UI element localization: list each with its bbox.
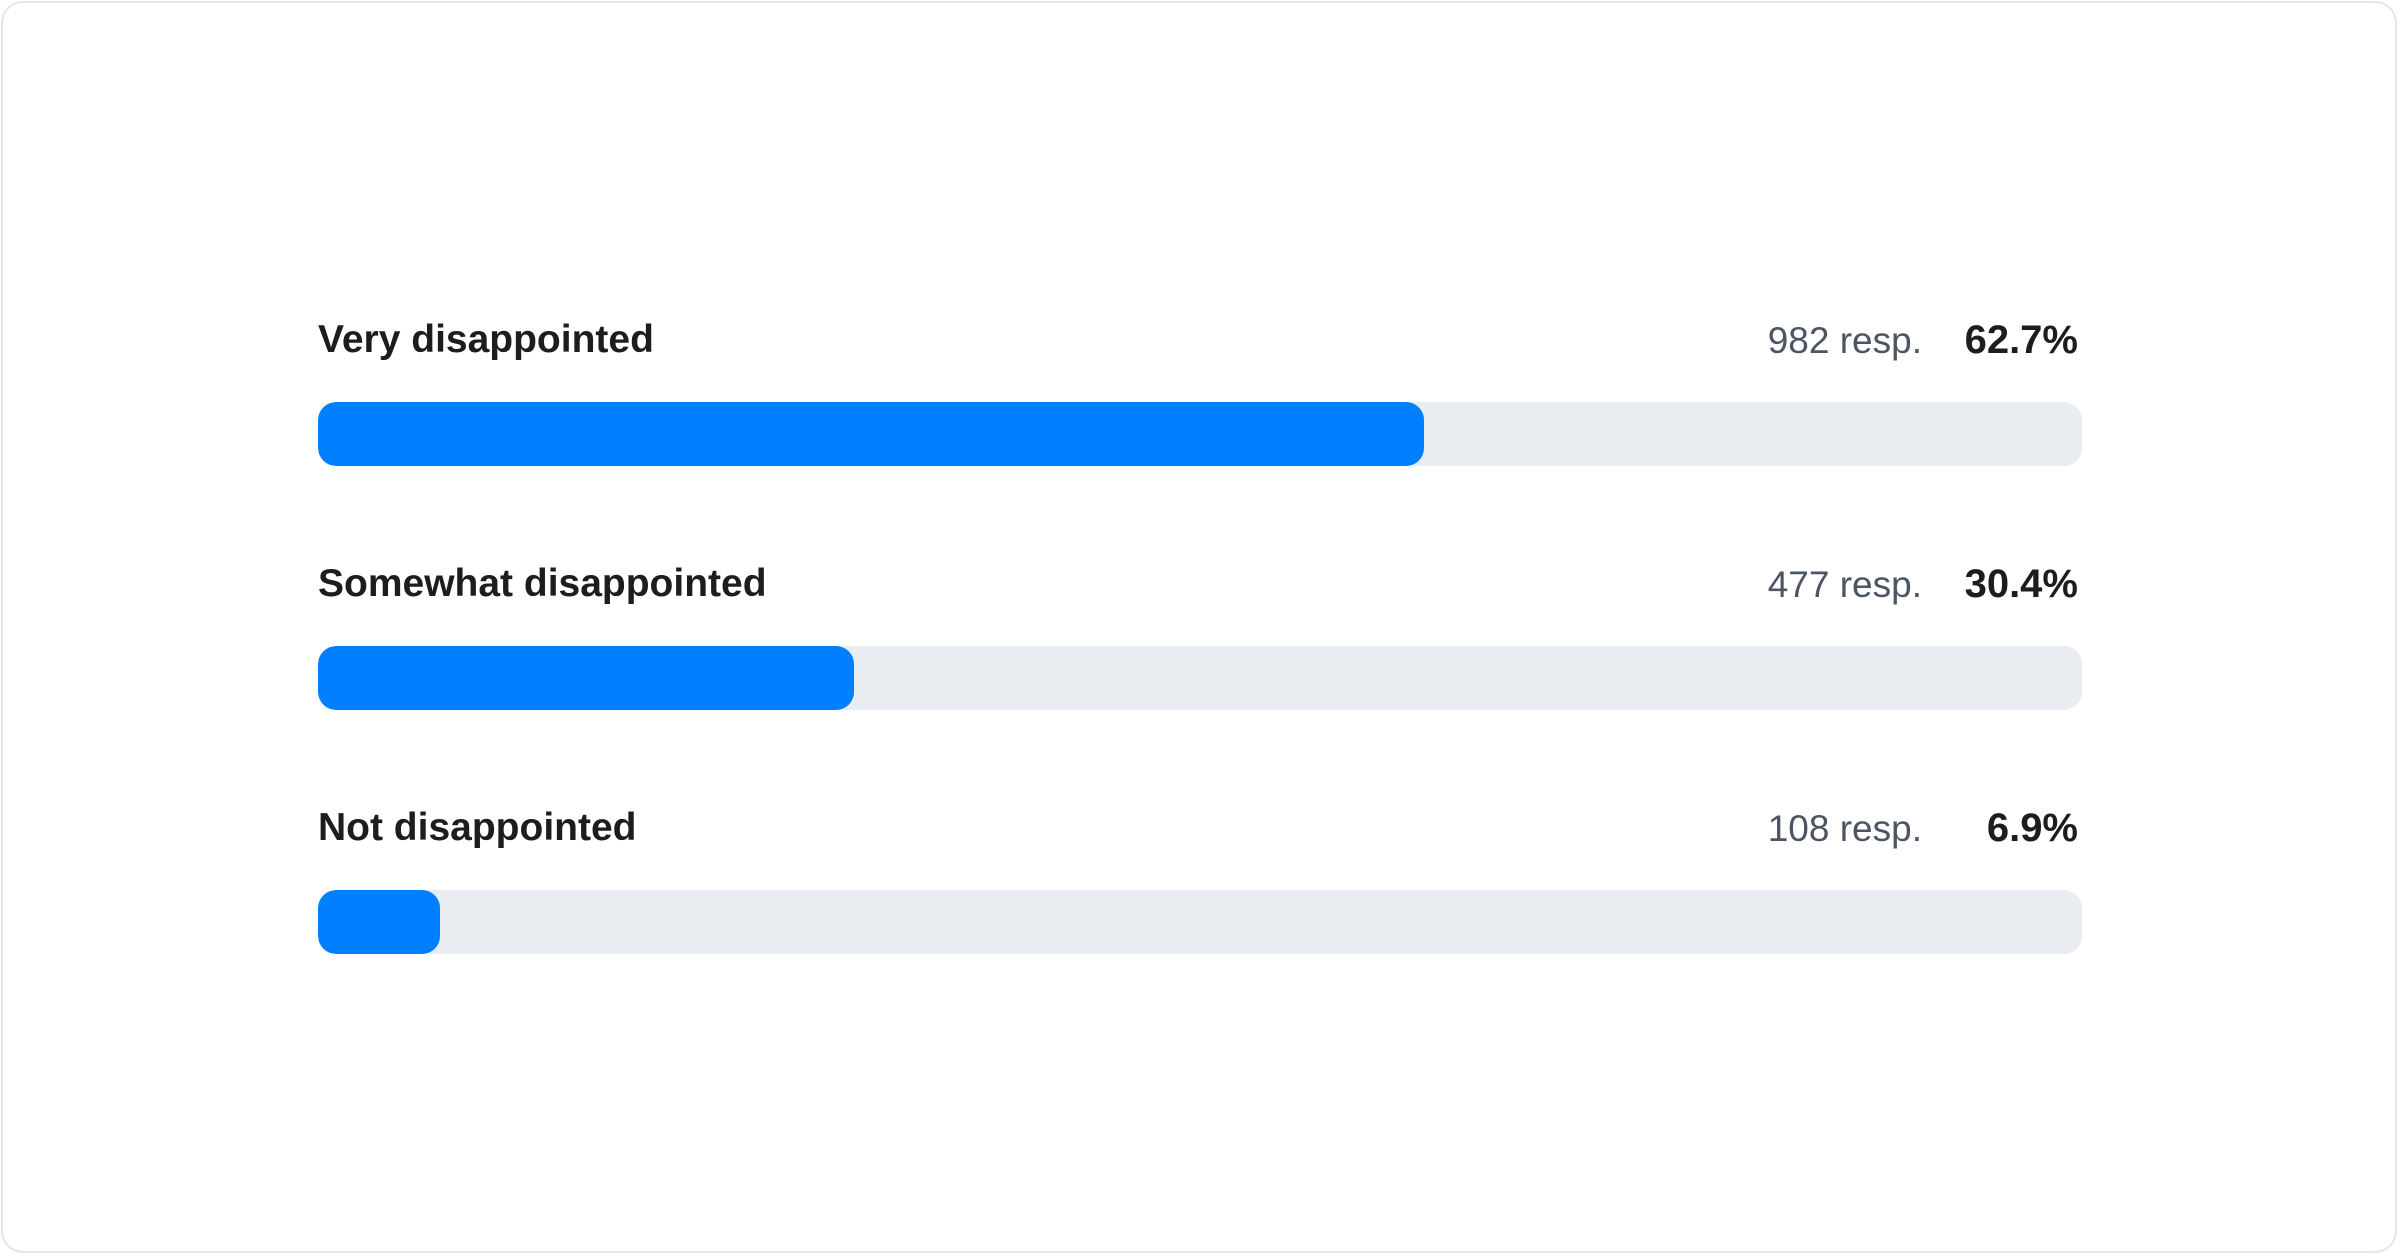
percent-label: 6.9%: [1986, 806, 2078, 850]
bar-fill: [318, 402, 1425, 466]
bar-row: Somewhat disappointed 477 resp. 30.4%: [318, 562, 2082, 742]
category-label: Somewhat disappointed: [318, 562, 767, 605]
bar-track: [318, 646, 2082, 710]
bar-stats: 108 resp. 6.9%: [1768, 806, 2078, 851]
bar-row: Not disappointed 108 resp. 6.9%: [318, 806, 2082, 986]
response-count: 982 resp.: [1767, 320, 1922, 361]
bar-fill: [318, 890, 440, 954]
category-label: Not disappointed: [318, 806, 637, 849]
bar-track: [318, 890, 2082, 954]
bar-fill: [318, 646, 855, 710]
bar-track: [318, 402, 2082, 466]
category-label: Very disappointed: [318, 318, 654, 361]
percent-label: 62.7%: [1964, 318, 2078, 362]
bar-stats: 477 resp. 30.4%: [1768, 562, 2078, 607]
response-count: 477 resp.: [1767, 564, 1922, 605]
bar-stats: 982 resp. 62.7%: [1768, 318, 2078, 363]
percent-label: 30.4%: [1964, 562, 2078, 606]
bar-row: Very disappointed 982 resp. 62.7%: [318, 318, 2082, 498]
response-count: 108 resp.: [1767, 808, 1922, 849]
